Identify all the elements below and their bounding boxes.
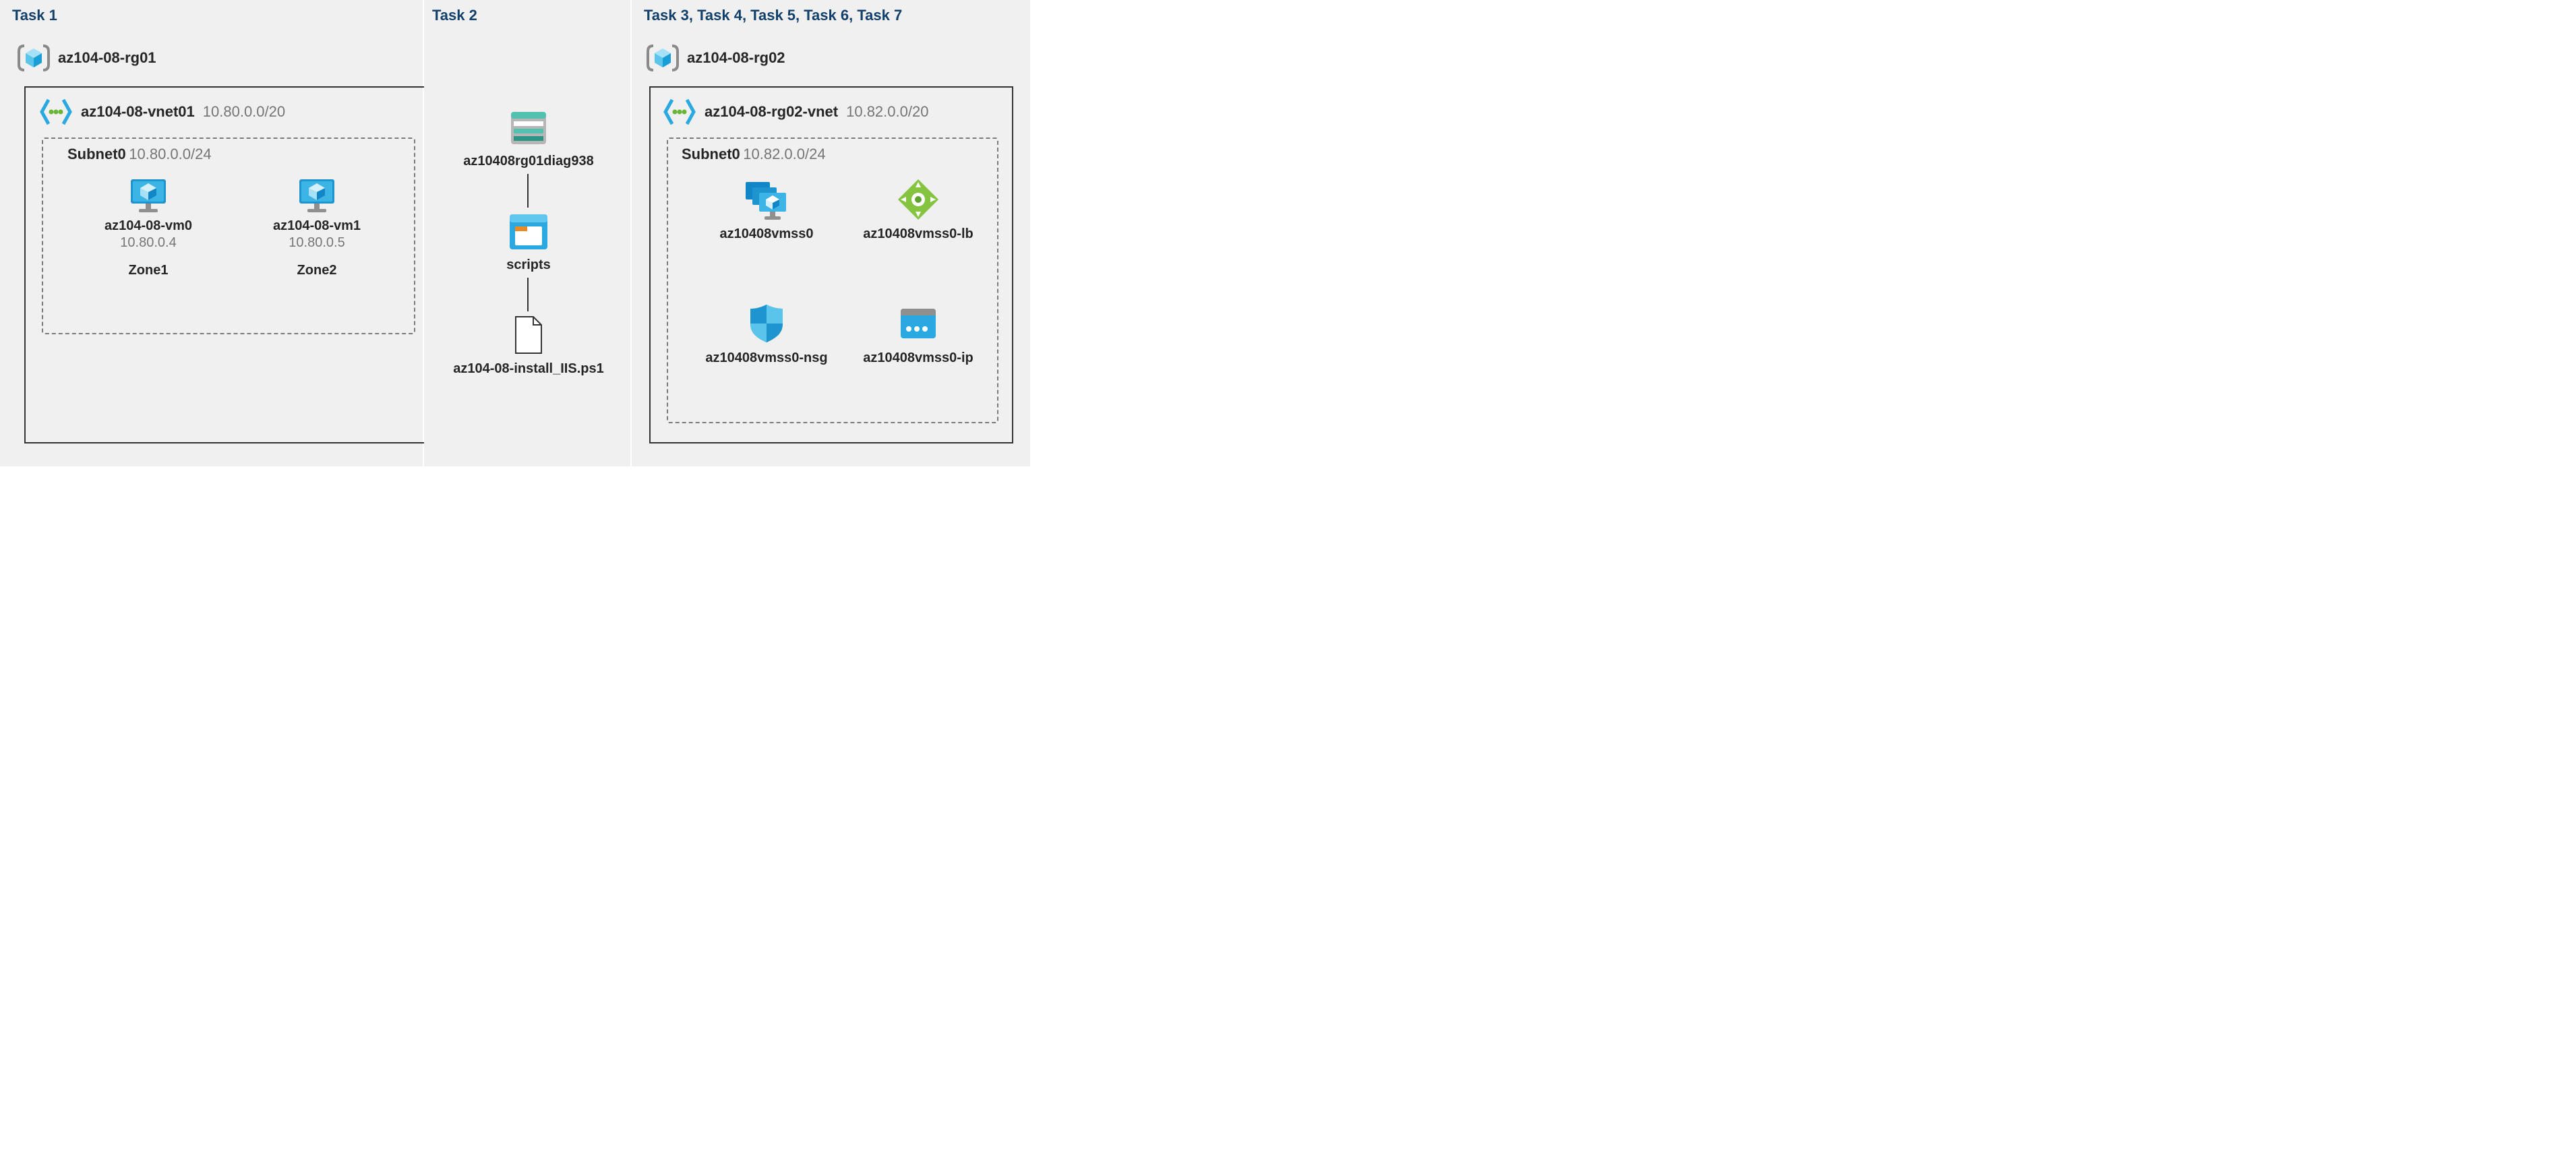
rg02-name: az104-08-rg02 xyxy=(687,49,785,67)
resource-group-icon xyxy=(647,42,679,74)
subnet0-header-2: Subnet0 10.82.0.0/24 xyxy=(682,146,826,163)
vm1-zone: Zone2 xyxy=(297,263,337,278)
lb-name: az10408vmss0-lb xyxy=(863,226,973,242)
subnet0-name-1: Subnet0 xyxy=(67,146,126,162)
vnet01-name: az104-08-vnet01 xyxy=(81,103,195,121)
nsg-shield-icon xyxy=(745,302,788,345)
vm1: az104-08-vm1 10.80.0.5 Zone2 xyxy=(256,175,378,278)
script-file: az104-08-install_IIS.ps1 xyxy=(446,314,611,377)
vm-icon xyxy=(128,175,169,213)
vnet02-cidr: 10.82.0.0/20 xyxy=(846,103,928,121)
nsg: az10408vmss0-nsg xyxy=(692,302,841,366)
load-balancer: az10408vmss0-lb xyxy=(847,178,989,242)
resource-group-icon xyxy=(18,42,50,74)
vmss-icon xyxy=(744,181,789,221)
vm1-ip: 10.80.0.5 xyxy=(289,235,345,251)
load-balancer-icon xyxy=(897,178,940,221)
vm0-zone: Zone1 xyxy=(129,263,169,278)
vm0-name: az104-08-vm0 xyxy=(104,218,192,234)
rg01-header: az104-08-rg01 xyxy=(18,42,156,74)
storage-account: az10408rg01diag938 xyxy=(458,106,599,169)
diagram-canvas: Task 1 az104-08-rg01 az104-08-vnet01 10.… xyxy=(0,0,1030,466)
nsg-name: az10408vmss0-nsg xyxy=(705,350,827,366)
vmss-name: az10408vmss0 xyxy=(719,226,813,242)
subnet0-cidr-2: 10.82.0.0/24 xyxy=(743,146,825,162)
vm0-ip: 10.80.0.4 xyxy=(120,235,176,251)
storage-account-icon xyxy=(507,106,550,148)
vmss: az10408vmss0 xyxy=(699,181,834,242)
panel-task1: Task 1 az104-08-rg01 az104-08-vnet01 10.… xyxy=(0,0,423,466)
connector-line-2 xyxy=(527,278,529,311)
storage-name: az10408rg01diag938 xyxy=(463,154,593,169)
blob-container: scripts xyxy=(471,210,586,273)
vnet01-header: az104-08-vnet01 10.80.0.0/20 xyxy=(39,97,285,127)
vm1-name: az104-08-vm1 xyxy=(273,218,361,234)
connector-line-1 xyxy=(527,174,529,208)
task2-title: Task 2 xyxy=(432,7,477,24)
file-icon xyxy=(508,314,549,356)
public-ip-icon xyxy=(897,302,940,345)
task1-title: Task 1 xyxy=(12,7,57,24)
vnet-icon xyxy=(663,97,696,127)
rg02-header: az104-08-rg02 xyxy=(647,42,785,74)
container-icon xyxy=(507,210,550,252)
rg01-name: az104-08-rg01 xyxy=(58,49,156,67)
subnet0-name-2: Subnet0 xyxy=(682,146,740,162)
vnet02-name: az104-08-rg02-vnet xyxy=(705,103,838,121)
panel-task3-7: Task 3, Task 4, Task 5, Task 6, Task 7 a… xyxy=(632,0,1030,466)
vnet-icon xyxy=(39,97,73,127)
ip-name: az10408vmss0-ip xyxy=(863,350,973,366)
panel-task2: Task 2 az10408rg01diag938 scripts az104-… xyxy=(424,0,630,466)
task3-7-title: Task 3, Task 4, Task 5, Task 6, Task 7 xyxy=(644,7,902,24)
file-name: az104-08-install_IIS.ps1 xyxy=(453,361,603,377)
vm-icon xyxy=(297,175,337,213)
vnet02-header: az104-08-rg02-vnet 10.82.0.0/20 xyxy=(663,97,928,127)
subnet0-cidr-1: 10.80.0.0/24 xyxy=(129,146,211,162)
vnet01-cidr: 10.80.0.0/20 xyxy=(203,103,285,121)
container-name: scripts xyxy=(506,257,551,273)
public-ip: az10408vmss0-ip xyxy=(847,302,989,366)
vm0: az104-08-vm0 10.80.0.4 Zone1 xyxy=(88,175,209,278)
subnet0-header-1: Subnet0 10.80.0.0/24 xyxy=(67,146,212,163)
